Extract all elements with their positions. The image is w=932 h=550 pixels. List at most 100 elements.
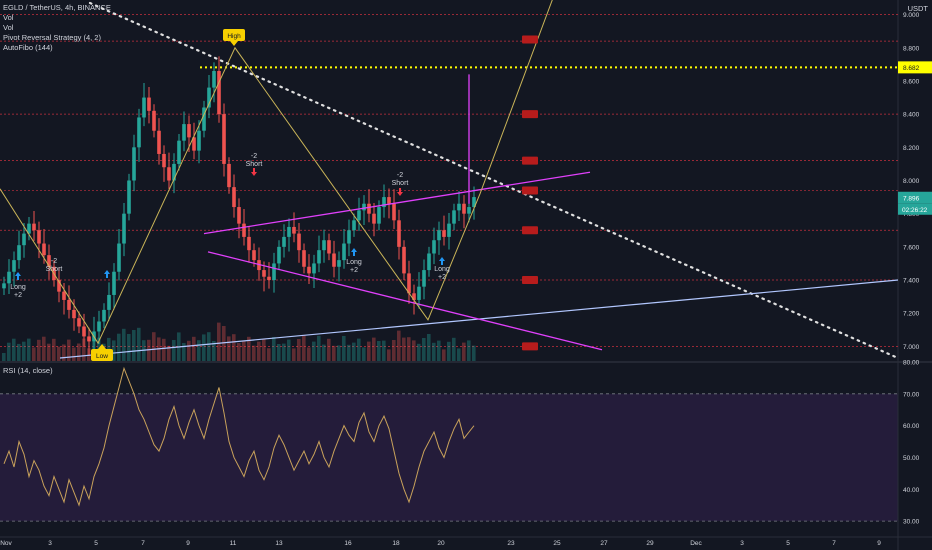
candle-body (62, 291, 66, 300)
short-signal: -2 (397, 172, 403, 179)
volume-bar (137, 327, 141, 361)
candle-body (332, 253, 336, 267)
candle-body (427, 253, 431, 271)
volume-bar (37, 339, 41, 361)
candle-body (327, 240, 331, 254)
long-arrow (104, 270, 110, 278)
time-tick-label: 29 (646, 540, 654, 547)
candle-body (307, 266, 311, 274)
high-flag: High (227, 33, 241, 40)
volume-bar (77, 343, 81, 361)
rsi-tick-label: 80.00 (903, 360, 920, 367)
candle-body (342, 243, 346, 261)
rsi-legend[interactable]: RSI (14, close) (3, 366, 53, 375)
volume-bar (377, 341, 381, 361)
low-flag-bg (91, 349, 113, 361)
channel-upper (203, 171, 591, 235)
candle-body (2, 283, 6, 289)
candle-body (397, 220, 401, 247)
target-box (522, 226, 538, 235)
candle-body (467, 207, 471, 214)
volume-bar (232, 334, 236, 361)
volume-bar (472, 345, 476, 361)
candle-body (252, 250, 256, 261)
channel-lower (207, 251, 603, 351)
price-tick-label: 9.000 (903, 12, 920, 19)
time-tick-label: 3 (48, 540, 52, 547)
candle-body (407, 273, 411, 294)
volume-bar (332, 345, 336, 361)
price-unit: USDT (907, 4, 928, 13)
candle-body (12, 260, 16, 272)
volume-bar (292, 348, 296, 361)
price-label-bg (898, 61, 932, 74)
volume-bar (427, 334, 431, 361)
candle-body (457, 203, 461, 211)
time-tick-label: Dec (690, 540, 702, 547)
candle-body (432, 240, 436, 254)
volume-bar (337, 345, 341, 361)
volume-bar (437, 340, 441, 361)
volume-bar (52, 338, 56, 361)
volume-bar (302, 335, 306, 361)
candle-body (207, 87, 211, 108)
candle-body (317, 250, 321, 264)
rsi-band (0, 393, 898, 522)
volume-bar (462, 342, 466, 361)
time-tick-label: 27 (600, 540, 608, 547)
volume-bar (202, 334, 206, 361)
time-tick-label: 3 (740, 540, 744, 547)
target-box (522, 276, 538, 285)
legend-autofibo[interactable]: AutoFibo (144) (3, 43, 53, 52)
volume-bar (27, 338, 31, 361)
volume-bar (442, 349, 446, 361)
target-box (522, 35, 538, 44)
price-tick-label: 7.200 (903, 311, 920, 318)
candle-body (347, 230, 351, 244)
long-signal: Long (346, 259, 362, 266)
legend-volume[interactable]: Vol (3, 13, 14, 22)
volume-bar (42, 336, 46, 361)
time-tick-label: 7 (141, 540, 145, 547)
volume-bar (282, 343, 286, 361)
countdown-bg (898, 203, 932, 215)
candle-body (402, 246, 406, 274)
volume-bar (357, 338, 361, 361)
volume-bar (457, 348, 461, 361)
time-tick-label: 23 (507, 540, 515, 547)
candle-body (27, 223, 31, 234)
candle-body (362, 203, 366, 211)
candle-body (47, 255, 51, 267)
time-tick-label: 25 (553, 540, 561, 547)
price-label-bg (898, 191, 932, 204)
short-signal: -2 (51, 258, 57, 265)
target-box (522, 110, 538, 119)
candle-body (422, 270, 426, 287)
candle-body (217, 71, 221, 115)
price-label: 8.682 (903, 65, 920, 72)
legend-pivot-strategy[interactable]: Pivot Reversal Strategy (4, 2) (3, 33, 101, 42)
price-tick-label: 8.000 (903, 178, 920, 185)
rsi-line (3, 366, 475, 507)
volume-bar (227, 336, 231, 361)
volume-bar (247, 336, 251, 361)
candle-body (202, 107, 206, 131)
rsi-tick-label: 30.00 (903, 519, 920, 526)
volume-bar (67, 339, 71, 361)
long-arrow (15, 272, 21, 280)
volume-bar (382, 340, 386, 361)
candle-body (322, 240, 326, 251)
volume-bar (217, 322, 221, 361)
legend-volume-2[interactable]: Vol (3, 23, 14, 32)
volume-bar (112, 340, 116, 361)
candle-body (292, 226, 296, 234)
candle-body (262, 270, 266, 277)
legend-symbol[interactable]: EGLD / TetherUS, 4h, BINANCE (3, 3, 111, 12)
candle-body (392, 203, 396, 221)
volume-bar (262, 339, 266, 361)
candle-body (182, 124, 186, 141)
candle-body (42, 243, 46, 256)
volume-bar (397, 330, 401, 361)
candle-body (237, 207, 241, 224)
